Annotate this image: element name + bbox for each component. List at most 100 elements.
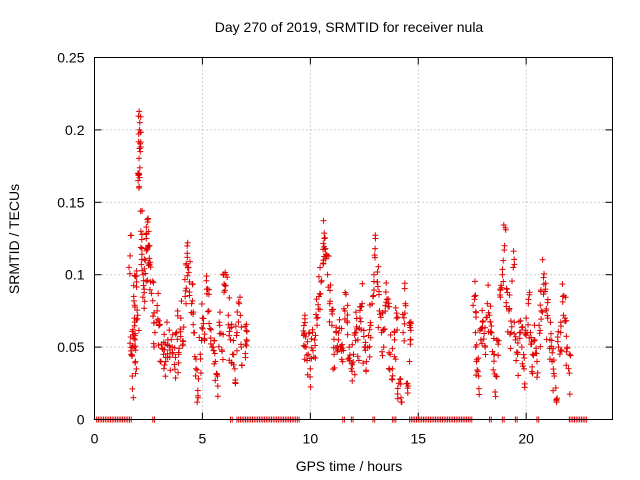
data-point — [507, 318, 514, 325]
data-point — [479, 318, 486, 325]
data-point — [136, 145, 143, 152]
data-point — [318, 277, 325, 284]
data-point — [471, 278, 478, 285]
data-point — [541, 288, 548, 295]
data-point — [516, 335, 523, 342]
data-point — [129, 385, 136, 392]
data-point — [183, 285, 190, 292]
data-point — [194, 392, 201, 399]
data-point — [527, 329, 534, 336]
data-point — [149, 278, 156, 285]
data-point — [350, 359, 357, 366]
data-point — [557, 348, 564, 355]
data-point — [206, 320, 213, 327]
data-point — [169, 351, 176, 358]
data-point — [179, 342, 186, 349]
data-point — [394, 314, 401, 321]
y-tick-label: 0.1 — [65, 267, 85, 283]
data-point — [372, 232, 379, 239]
data-point — [320, 217, 327, 224]
data-point — [482, 351, 489, 358]
data-point — [547, 319, 554, 326]
data-point — [559, 281, 566, 288]
data-point — [350, 351, 357, 358]
data-point — [407, 318, 414, 325]
data-point — [511, 330, 518, 337]
data-point — [349, 377, 356, 384]
data-point — [543, 305, 550, 312]
data-point — [184, 239, 191, 246]
data-point — [360, 327, 367, 334]
data-point — [177, 328, 184, 335]
data-point — [230, 351, 237, 358]
data-point — [309, 329, 316, 336]
x-tick-label: 5 — [199, 431, 207, 447]
data-point — [471, 296, 478, 303]
data-point — [307, 383, 314, 390]
data-point — [335, 336, 342, 343]
data-point — [183, 300, 190, 307]
y-tick-label: 0.2 — [65, 122, 85, 138]
data-point — [171, 361, 178, 368]
data-point — [203, 273, 210, 280]
data-point — [513, 357, 520, 364]
data-point — [498, 284, 505, 291]
data-point — [137, 148, 144, 155]
data-point — [495, 337, 502, 344]
data-point — [301, 319, 308, 326]
data-point — [148, 290, 155, 297]
data-point — [137, 228, 144, 235]
data-point — [514, 349, 521, 356]
data-point — [316, 290, 323, 297]
data-point — [389, 345, 396, 352]
data-point — [360, 333, 367, 340]
data-point — [393, 315, 400, 322]
data-point — [491, 351, 498, 358]
data-point — [476, 391, 483, 398]
data-point — [386, 366, 393, 373]
data-point — [138, 251, 145, 258]
data-point — [528, 334, 535, 341]
data-point — [160, 365, 167, 372]
data-point — [508, 323, 515, 330]
data-point — [146, 286, 153, 293]
data-point — [367, 334, 374, 341]
data-point — [499, 271, 506, 278]
data-point — [342, 289, 349, 296]
data-point — [141, 286, 148, 293]
data-point — [403, 380, 410, 387]
x-tick-label: 10 — [303, 431, 319, 447]
data-point — [397, 381, 404, 388]
data-point — [225, 312, 232, 319]
data-point — [473, 341, 480, 348]
data-point — [335, 329, 342, 336]
data-point — [391, 336, 398, 343]
data-point — [214, 383, 221, 390]
data-point — [383, 296, 390, 303]
data-point — [212, 358, 219, 365]
data-point — [400, 329, 407, 336]
data-point — [129, 373, 136, 380]
data-point — [563, 333, 570, 340]
data-point — [382, 289, 389, 296]
data-point — [352, 309, 359, 316]
data-point — [495, 352, 502, 359]
data-point — [474, 367, 481, 374]
data-point — [127, 340, 134, 347]
data-point — [221, 287, 228, 294]
data-point — [172, 354, 179, 361]
data-point — [346, 355, 353, 362]
data-point — [538, 316, 545, 323]
data-point — [300, 327, 307, 334]
data-point — [475, 355, 482, 362]
data-point — [401, 280, 408, 287]
data-point — [352, 329, 359, 336]
data-point — [516, 318, 523, 325]
data-point — [143, 247, 150, 254]
data-point — [198, 324, 205, 331]
data-point — [366, 343, 373, 350]
data-point — [133, 365, 140, 372]
data-point — [136, 164, 143, 171]
data-point — [407, 341, 414, 348]
data-point — [500, 278, 507, 285]
